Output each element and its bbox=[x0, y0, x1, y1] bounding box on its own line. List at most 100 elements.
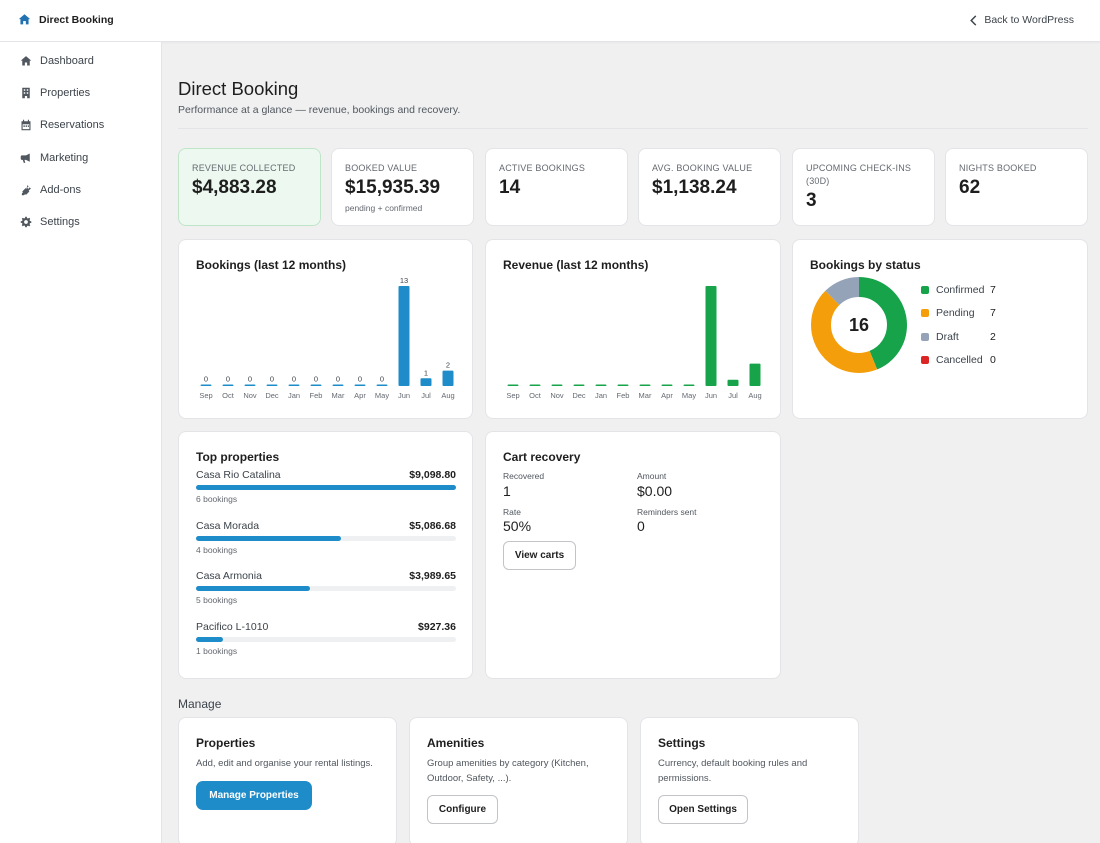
property-progress-fill bbox=[196, 485, 456, 490]
cart-recovery-card: Cart recovery Recovered 1 Amount $0.00 R… bbox=[485, 431, 781, 679]
bar bbox=[376, 384, 388, 386]
x-tick-label: Apr bbox=[661, 391, 673, 400]
x-tick-label: Jan bbox=[595, 391, 607, 400]
kpi-nights-booked: NIGHTS BOOKED 62 bbox=[945, 148, 1088, 226]
rate-value: 50% bbox=[503, 518, 532, 534]
property-booking-count: 6 bookings bbox=[196, 494, 238, 504]
data-label: 1 bbox=[424, 368, 428, 377]
bar bbox=[310, 384, 322, 386]
property-progress-fill bbox=[196, 535, 342, 541]
manage-properties-button[interactable]: Manage Properties bbox=[196, 781, 312, 810]
data-label: 0 bbox=[358, 375, 362, 384]
x-tick-label: Feb bbox=[310, 391, 323, 400]
data-label: 0 bbox=[270, 375, 274, 384]
sidebar-item-dashboard[interactable]: Dashboard bbox=[20, 55, 94, 67]
back-to-wordpress-link[interactable]: Back to WordPress bbox=[969, 14, 1074, 26]
x-tick-label: Jun bbox=[705, 391, 717, 400]
property-row[interactable]: Casa Rio Catalina $9,098.80 6 bookings bbox=[196, 469, 456, 504]
page-subtitle: Performance at a glance — revenue, booki… bbox=[178, 104, 461, 116]
manage-amenities-card: Amenities Group amenities by category (K… bbox=[409, 717, 628, 843]
data-label: 13 bbox=[400, 276, 408, 285]
bar bbox=[661, 384, 673, 386]
property-row[interactable]: Casa Morada $5,086.68 4 bookings bbox=[196, 520, 456, 555]
property-progress-track bbox=[196, 535, 456, 541]
page-title: Direct Booking bbox=[178, 78, 299, 99]
property-progress-track bbox=[196, 636, 456, 642]
sidebar-item-label: Add-ons bbox=[40, 184, 81, 196]
property-name: Casa Morada bbox=[196, 519, 260, 532]
x-tick-label: Sep bbox=[506, 391, 519, 400]
reminders-value: 0 bbox=[637, 518, 645, 534]
property-progress-fill bbox=[196, 586, 310, 591]
property-amount: $9,098.80 bbox=[409, 469, 456, 481]
manage-properties-card: Properties Add, edit and organise your r… bbox=[178, 717, 397, 843]
manage-settings-card: Settings Currency, default booking rules… bbox=[640, 717, 859, 843]
kpi-booked-value: BOOKED VALUE $15,935.39 pending + confir… bbox=[331, 148, 474, 226]
data-label: 0 bbox=[314, 375, 318, 384]
property-name: Casa Armonia bbox=[196, 570, 262, 582]
x-tick-label: Dec bbox=[572, 391, 586, 400]
sidebar-item-label: Dashboard bbox=[40, 55, 94, 67]
sidebar-item-marketing[interactable]: Marketing bbox=[20, 152, 88, 164]
sidebar-item-settings[interactable]: Settings bbox=[20, 216, 80, 228]
open-settings-button[interactable]: Open Settings bbox=[658, 795, 748, 824]
reminders-label: Reminders sent bbox=[637, 507, 697, 517]
legend-label: Cancelled bbox=[936, 354, 983, 367]
sidebar-item-add-ons[interactable]: Add-ons bbox=[20, 184, 81, 196]
top-bar: Direct Booking Back to WordPress bbox=[0, 0, 1100, 42]
legend-value: 0 bbox=[990, 354, 996, 367]
card-title: Top properties bbox=[196, 450, 280, 464]
sidebar: Dashboard Properties Reservations Market… bbox=[0, 42, 162, 843]
bar bbox=[288, 384, 300, 386]
kpi-value: $4,883.28 bbox=[192, 177, 277, 198]
property-row[interactable]: Casa Armonia $3,989.65 5 bookings bbox=[196, 570, 456, 605]
sidebar-item-label: Properties bbox=[40, 87, 91, 99]
chart-title: Revenue (last 12 months) bbox=[503, 258, 649, 272]
legend-label: Pending bbox=[936, 307, 975, 320]
chevron-left-icon bbox=[970, 14, 977, 26]
kpi-value: 3 bbox=[806, 190, 817, 211]
data-label: 0 bbox=[336, 375, 340, 384]
x-tick-label: Mar bbox=[639, 391, 652, 400]
kpi-label: AVG. BOOKING VALUE bbox=[652, 163, 753, 173]
property-row[interactable]: Pacifico L-1010 $927.36 1 bookings bbox=[196, 621, 456, 656]
property-header: Casa Rio Catalina $9,098.80 bbox=[196, 469, 456, 481]
x-tick-label: Dec bbox=[265, 391, 279, 400]
bar bbox=[442, 370, 454, 386]
configure-button[interactable]: Configure bbox=[427, 795, 498, 824]
x-tick-label: Jun bbox=[398, 391, 410, 400]
card-title: Properties bbox=[196, 736, 256, 750]
data-label: 0 bbox=[248, 375, 252, 384]
bar bbox=[222, 384, 234, 386]
amount-value: $0.00 bbox=[637, 483, 673, 499]
sidebar-item-label: Marketing bbox=[40, 152, 89, 164]
x-tick-label: Nov bbox=[243, 391, 257, 400]
bar bbox=[420, 378, 432, 386]
view-carts-button[interactable]: View carts bbox=[503, 541, 576, 570]
revenue-bar-chart: Sep Oct Nov Dec Jan Feb Mar Apr May Jun Jul Aug bbox=[506, 286, 762, 400]
main-content: Direct Booking Performance at a glance —… bbox=[162, 42, 1100, 843]
bar bbox=[244, 384, 256, 386]
donut-slice bbox=[811, 277, 907, 373]
sidebar-item-label: Settings bbox=[40, 216, 80, 228]
bar bbox=[200, 384, 212, 386]
manage-section-title: Manage bbox=[178, 697, 222, 711]
card-description: Add, edit and organise your rental listi… bbox=[196, 758, 373, 769]
data-label: 0 bbox=[204, 375, 208, 384]
card-title: Settings bbox=[658, 736, 706, 750]
bar bbox=[639, 384, 651, 386]
kpi-active-bookings: ACTIVE BOOKINGS 14 bbox=[485, 148, 628, 226]
data-label: 0 bbox=[292, 375, 296, 384]
kpi-label: ACTIVE BOOKINGS bbox=[499, 163, 586, 173]
kpi-label: REVENUE COLLECTED bbox=[192, 163, 296, 173]
legend-swatch bbox=[921, 332, 929, 341]
x-tick-label: Jul bbox=[728, 391, 738, 400]
property-name: Casa Rio Catalina bbox=[196, 469, 281, 481]
property-amount: $5,086.68 bbox=[409, 519, 456, 532]
sidebar-item-reservations[interactable]: Reservations bbox=[20, 119, 104, 131]
brand[interactable]: Direct Booking bbox=[18, 13, 114, 26]
x-tick-label: Apr bbox=[354, 391, 366, 400]
bar bbox=[573, 384, 585, 386]
home-icon bbox=[18, 14, 31, 25]
sidebar-item-properties[interactable]: Properties bbox=[20, 87, 90, 99]
